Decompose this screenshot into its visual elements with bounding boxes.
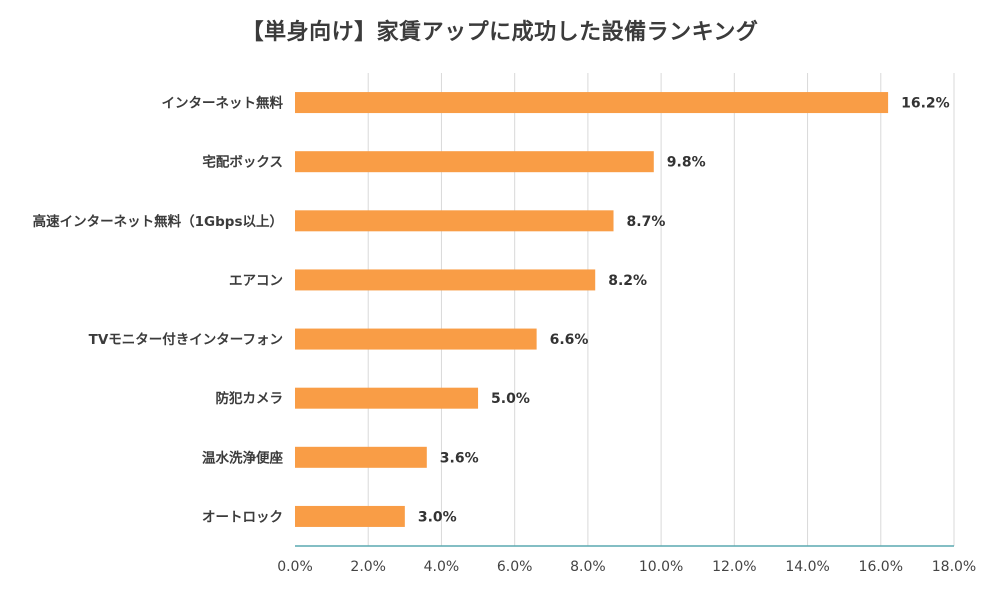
bars xyxy=(295,92,889,527)
x-tick-label: 16.0% xyxy=(859,559,903,575)
category-label: オートロック xyxy=(202,509,283,525)
category-label: 宅配ボックス xyxy=(202,154,283,171)
bar xyxy=(295,387,479,409)
data-label: 8.7% xyxy=(627,214,666,230)
x-tick-label: 10.0% xyxy=(639,559,683,575)
bar xyxy=(295,328,537,350)
data-label: 16.2% xyxy=(901,96,950,112)
category-label: TVモニター付きインターフォン xyxy=(89,331,283,348)
data-label: 5.0% xyxy=(491,391,530,407)
x-tick-label: 0.0% xyxy=(277,559,313,575)
x-axis: 0.0% 2.0% 4.0% 6.0% 8.0% 10.0% 12.0% 14.0% 16.0%… xyxy=(277,545,976,575)
bar xyxy=(295,210,614,232)
x-tick-label: 2.0% xyxy=(350,559,386,575)
x-tick-label: 12.0% xyxy=(712,559,756,575)
category-label: エアコン xyxy=(229,273,283,289)
data-label: 9.8% xyxy=(667,155,706,171)
data-label: 3.0% xyxy=(418,509,457,525)
category-label: インターネット無料 xyxy=(162,95,284,112)
x-tick-label: 18.0% xyxy=(932,559,976,575)
data-label: 8.2% xyxy=(608,273,647,289)
chart-title: 【単身向け】家賃アップに成功した設備ランキング xyxy=(241,20,759,45)
category-label: 温水洗浄便座 xyxy=(202,449,283,466)
x-tick-label: 6.0% xyxy=(497,559,533,575)
bar xyxy=(295,269,596,291)
data-label: 6.6% xyxy=(550,332,589,348)
bar xyxy=(295,92,889,114)
category-label: 高速インターネット無料（1Gbps以上） xyxy=(33,213,283,230)
bar xyxy=(295,446,427,468)
value-labels: 16.2% 9.8% 8.7% 8.2% 6.6% 5.0% 3.6% 3.0% xyxy=(418,96,950,526)
data-label: 3.6% xyxy=(440,450,479,466)
x-tick-label: 8.0% xyxy=(570,559,606,575)
category-label: 防犯カメラ xyxy=(216,390,284,407)
bar xyxy=(295,151,654,173)
grid-lines xyxy=(367,73,955,546)
x-tick-label: 14.0% xyxy=(785,559,829,575)
bar xyxy=(295,505,405,527)
x-tick-label: 4.0% xyxy=(424,559,460,575)
